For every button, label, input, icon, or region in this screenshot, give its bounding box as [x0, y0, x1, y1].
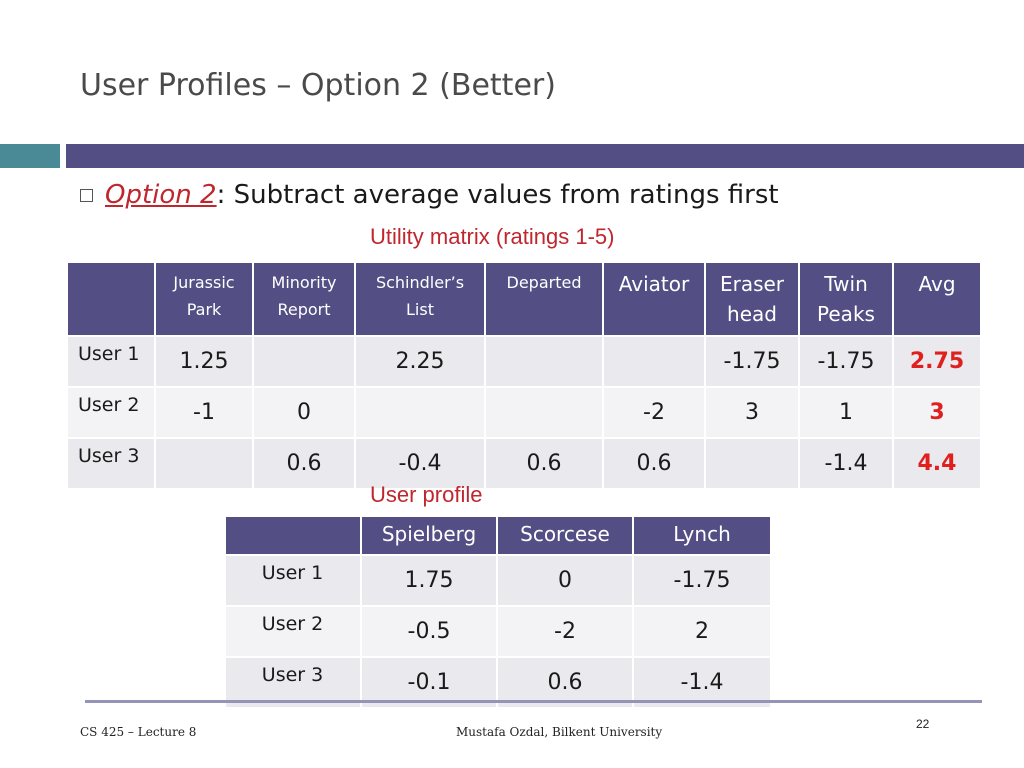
row-label: User 2: [68, 386, 156, 437]
avg-cell: 3: [894, 386, 980, 437]
rating-cell: -2: [604, 386, 706, 437]
column-header: Scorcese: [498, 517, 634, 554]
bullet-text: : Subtract average values from ratings f…: [216, 180, 779, 210]
rating-cell: 1: [800, 386, 894, 437]
column-header: Aviator: [604, 263, 706, 335]
avg-cell: 4.4: [894, 437, 980, 488]
utility-corner-cell: [68, 263, 156, 335]
rating-cell: [156, 437, 254, 488]
table-row: User 1 1.75 0 -1.75: [226, 554, 770, 605]
table-row: User 3 -0.1 0.6 -1.4: [226, 656, 770, 707]
rating-cell: -1.4: [800, 437, 894, 488]
rating-cell: [356, 386, 486, 437]
profile-cell: 2: [634, 605, 770, 656]
footer-author: Mustafa Ozdal, Bilkent University: [456, 725, 663, 739]
column-header: Departed: [486, 263, 604, 335]
rating-cell: 0.6: [604, 437, 706, 488]
option-label: Option 2: [105, 180, 217, 210]
row-label: User 1: [68, 335, 156, 386]
user-profile-table: Spielberg Scorcese Lynch User 1 1.75 0 -…: [226, 517, 770, 707]
rating-cell: [706, 437, 800, 488]
rating-cell: 0.6: [254, 437, 356, 488]
profile-cell: -2: [498, 605, 634, 656]
table-row: User 2 -1 0 -2 3 1 3: [68, 386, 980, 437]
rating-cell: -1.75: [706, 335, 800, 386]
column-header: Minority Report: [254, 263, 356, 335]
utility-matrix-caption: Utility matrix (ratings 1-5): [370, 224, 615, 249]
profile-cell: -1.75: [634, 554, 770, 605]
table-row: User 3 0.6 -0.4 0.6 0.6 -1.4 4.4: [68, 437, 980, 488]
table-row: User 2 -0.5 -2 2: [226, 605, 770, 656]
profile-corner-cell: [226, 517, 362, 554]
slide-title: User Profiles – Option 2 (Better): [80, 68, 556, 103]
rating-cell: -0.4: [356, 437, 486, 488]
rating-cell: [486, 335, 604, 386]
profile-cell: -1.4: [634, 656, 770, 707]
column-header: Spielberg: [362, 517, 498, 554]
row-label: User 2: [226, 605, 362, 656]
row-label: User 3: [226, 656, 362, 707]
square-bullet-icon: [80, 188, 93, 202]
profile-cell: 1.75: [362, 554, 498, 605]
column-header: Twin Peaks: [800, 263, 894, 335]
rating-cell: [486, 386, 604, 437]
profile-cell: -0.1: [362, 656, 498, 707]
rating-cell: 0: [254, 386, 356, 437]
table-row: User 1 1.25 2.25 -1.75 -1.75 2.75: [68, 335, 980, 386]
profile-cell: 0.6: [498, 656, 634, 707]
footer-divider: [85, 700, 982, 703]
column-header: Eraser head: [706, 263, 800, 335]
bullet-point: Option 2 : Subtract average values from …: [80, 180, 779, 210]
page-number: 22: [916, 717, 930, 731]
avg-cell: 2.75: [894, 335, 980, 386]
rating-cell: [604, 335, 706, 386]
footer-course: CS 425 – Lecture 8: [80, 725, 197, 739]
rating-cell: 3: [706, 386, 800, 437]
profile-cell: 0: [498, 554, 634, 605]
row-label: User 3: [68, 437, 156, 488]
rating-cell: 1.25: [156, 335, 254, 386]
utility-matrix-table: Jurassic Park Minority Report Schindler’…: [68, 263, 980, 488]
rating-cell: [254, 335, 356, 386]
row-label: User 1: [226, 554, 362, 605]
column-header-avg: Avg: [894, 263, 980, 335]
rating-cell: -1.75: [800, 335, 894, 386]
utility-header-row: Jurassic Park Minority Report Schindler’…: [68, 263, 980, 335]
rating-cell: -1: [156, 386, 254, 437]
column-header: Jurassic Park: [156, 263, 254, 335]
profile-header-row: Spielberg Scorcese Lynch: [226, 517, 770, 554]
title-band-accent: [0, 144, 60, 168]
rating-cell: 0.6: [486, 437, 604, 488]
title-band: [66, 144, 1024, 168]
user-profile-caption: User profile: [370, 482, 483, 507]
profile-cell: -0.5: [362, 605, 498, 656]
column-header: Schindler’s List: [356, 263, 486, 335]
rating-cell: 2.25: [356, 335, 486, 386]
column-header: Lynch: [634, 517, 770, 554]
